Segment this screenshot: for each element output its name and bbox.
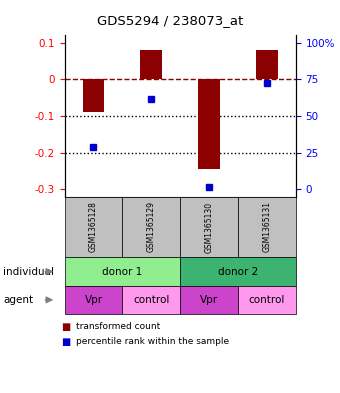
Text: percentile rank within the sample: percentile rank within the sample [76, 337, 230, 346]
Text: GSM1365130: GSM1365130 [205, 201, 214, 253]
Text: Vpr: Vpr [200, 295, 218, 305]
Text: control: control [249, 295, 285, 305]
Text: control: control [133, 295, 169, 305]
Text: GSM1365128: GSM1365128 [89, 202, 98, 252]
Bar [140, 50, 162, 79]
Bar [256, 50, 278, 79]
Bar [83, 79, 104, 112]
Text: donor 2: donor 2 [218, 266, 258, 277]
Text: GDS5294 / 238073_at: GDS5294 / 238073_at [97, 14, 243, 27]
Text: GSM1365129: GSM1365129 [147, 202, 156, 252]
Text: Vpr: Vpr [84, 295, 103, 305]
Text: GSM1365131: GSM1365131 [262, 202, 271, 252]
Text: ■: ■ [61, 321, 70, 332]
Text: transformed count: transformed count [76, 322, 161, 331]
Text: individual: individual [3, 266, 54, 277]
Text: agent: agent [3, 295, 34, 305]
Bar [198, 79, 220, 169]
Text: ■: ■ [61, 336, 70, 347]
Text: donor 1: donor 1 [102, 266, 142, 277]
